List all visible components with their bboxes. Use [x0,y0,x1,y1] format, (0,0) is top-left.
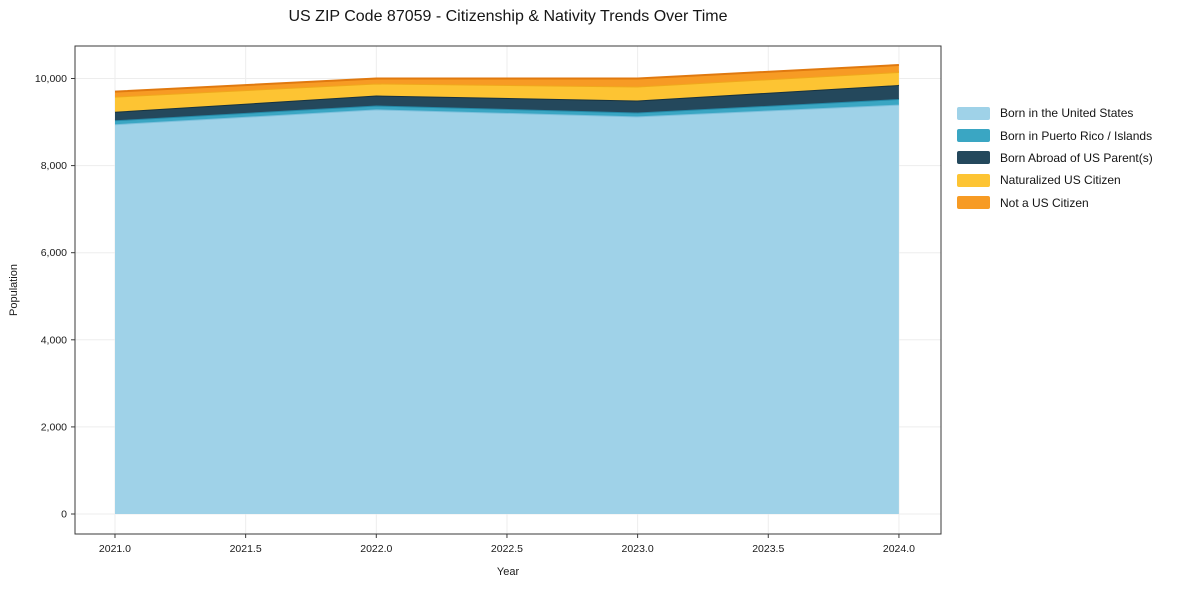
y-tick-label: 10,000 [35,73,67,85]
legend-label-puerto-rico: Born in Puerto Rico / Islands [1000,128,1153,143]
legend-item-born-abroad: Born Abroad of US Parent(s) [957,147,1153,169]
x-tick-label: 2021.0 [99,543,131,555]
x-tick-label: 2023.5 [752,543,784,555]
y-tick-label: 8,000 [41,160,67,172]
plot-border [74,45,942,535]
area-series-2 [115,85,899,121]
legend-swatch-not-citizen [957,196,990,210]
legend-label-born-us: Born in the United States [1000,106,1134,121]
area-edge-4 [114,64,899,93]
x-tick-label: 2021.5 [230,543,262,555]
legend: Born in the United States Born in Puerto… [957,102,1153,214]
area-series-4 [115,65,899,97]
y-axis-label: Population [8,264,20,316]
x-tick-label: 2022.5 [491,543,523,555]
legend-swatch-naturalized [957,173,990,187]
legend-item-puerto-rico: Born in Puerto Rico / Islands [957,124,1153,146]
chart-title: US ZIP Code 87059 - Citizenship & Nativi… [288,8,728,25]
x-tick-label: 2022.0 [360,543,392,555]
legend-swatch-born-us [957,106,990,120]
y-tick-label: 6,000 [41,247,67,259]
legend-swatch-born-abroad [957,151,990,165]
legend-label-naturalized: Naturalized US Citizen [1000,173,1121,188]
area-series-3 [115,72,899,112]
legend-label-not-citizen: Not a US Citizen [1000,195,1089,210]
x-tick-label: 2024.0 [883,543,915,555]
area-series-1 [115,99,899,125]
x-axis-label: Year [496,566,520,578]
legend-item-naturalized: Naturalized US Citizen [957,169,1153,191]
legend-label-born-abroad: Born Abroad of US Parent(s) [1000,150,1153,165]
legend-item-not-citizen: Not a US Citizen [957,192,1153,214]
x-tick-label: 2023.0 [622,543,654,555]
y-tick-label: 0 [61,509,67,521]
legend-item-born-us: Born in the United States [957,102,1153,124]
area-series-0 [115,104,899,514]
y-tick-label: 2,000 [41,421,67,433]
legend-swatch-puerto-rico [957,129,990,143]
y-tick-label: 4,000 [41,334,67,346]
